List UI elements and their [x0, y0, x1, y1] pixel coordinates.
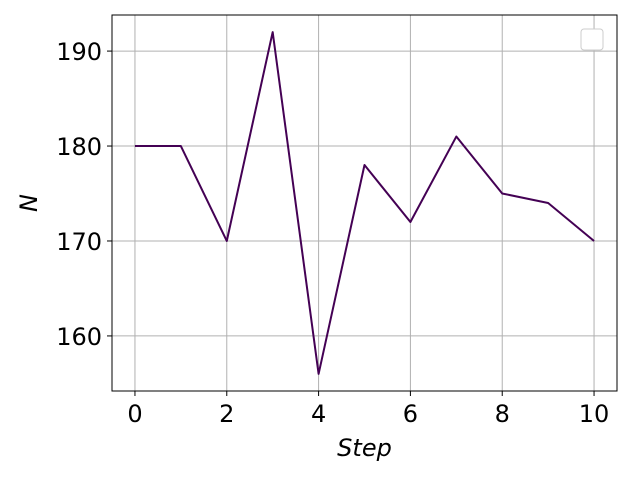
y-tick-label: 170 — [56, 228, 102, 256]
plot-frame — [111, 14, 618, 392]
x-tick-label: 0 — [127, 400, 142, 428]
grid-lines — [112, 15, 617, 391]
y-tick-label: 190 — [56, 38, 102, 66]
legend-box — [580, 28, 604, 51]
x-tick-label: 10 — [579, 400, 610, 428]
x-tick-label: 2 — [219, 400, 234, 428]
y-axis-title: N — [15, 194, 43, 212]
x-tick-label: 4 — [311, 400, 326, 428]
axis-ticks: 0 2 4 6 8 10 160 170 180 190 — [56, 38, 609, 428]
series-line — [134, 31, 595, 375]
y-tick-label: 160 — [56, 323, 102, 351]
x-axis-title: Step — [337, 434, 392, 462]
x-tick-label: 8 — [495, 400, 510, 428]
y-tick-label: 180 — [56, 133, 102, 161]
x-tick-label: 6 — [403, 400, 418, 428]
series-layer — [134, 31, 595, 375]
